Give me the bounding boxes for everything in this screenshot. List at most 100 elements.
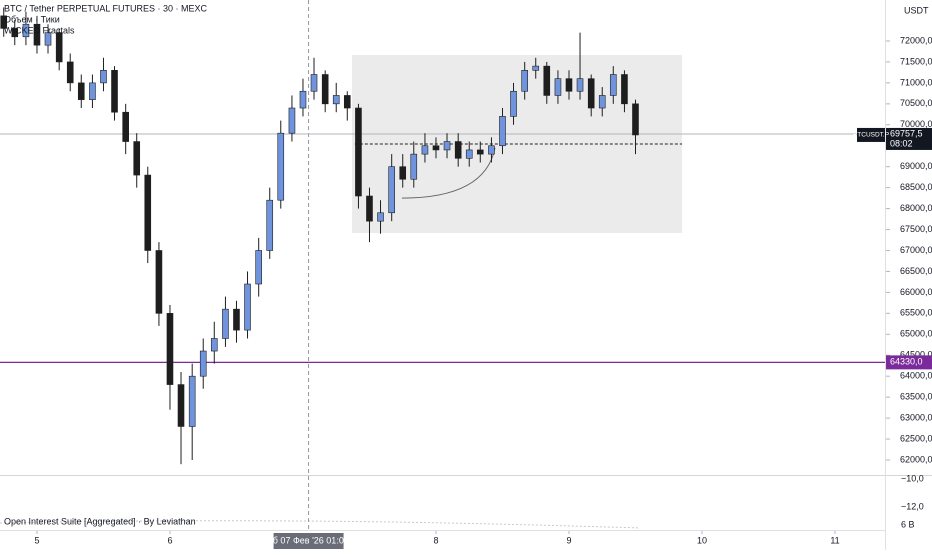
candle-body bbox=[343, 95, 351, 109]
y-tick-label: 67000,0 bbox=[900, 245, 932, 255]
x-tick-label: 8 bbox=[433, 535, 438, 545]
candle-body bbox=[355, 107, 362, 197]
y-tick-label: 63500,0 bbox=[900, 392, 932, 402]
candle-body bbox=[89, 82, 96, 100]
candle-body bbox=[33, 23, 41, 46]
candle-body bbox=[510, 90, 517, 117]
candle-body bbox=[321, 74, 329, 105]
candle-body bbox=[465, 149, 473, 159]
symbol-label: BTCUSDT.P bbox=[853, 132, 889, 139]
y-tick-label: 65500,0 bbox=[900, 308, 932, 318]
candle-body bbox=[199, 350, 207, 377]
candle-body bbox=[0, 15, 8, 29]
candle-body bbox=[255, 250, 262, 285]
y-tick-label: 69000,0 bbox=[900, 161, 932, 171]
y-tick-label: 71500,0 bbox=[900, 56, 932, 66]
y-tick-label: 62500,0 bbox=[900, 433, 932, 443]
level-label: 64330,0 bbox=[890, 357, 923, 367]
y-tick-label: 71000,0 bbox=[900, 77, 932, 87]
y-tick-label: 66000,0 bbox=[900, 287, 932, 297]
candle-body bbox=[144, 174, 152, 251]
candle-body bbox=[266, 199, 274, 251]
candle-body bbox=[632, 103, 639, 136]
y-tick-label: 72000,0 bbox=[900, 35, 932, 45]
y-tick-label: 66500,0 bbox=[900, 266, 932, 276]
candle-body bbox=[454, 141, 462, 159]
y-tick-label: 70000,0 bbox=[900, 119, 932, 129]
lower-y-tick-label: −12,0 bbox=[901, 501, 924, 511]
y-tick-label: 68500,0 bbox=[900, 182, 932, 192]
candle-body bbox=[532, 65, 540, 71]
candle-body bbox=[587, 78, 595, 109]
candle-body bbox=[77, 82, 85, 100]
last-price-bg bbox=[886, 127, 932, 150]
crosshair-label: сб 07 Фев '26 01:00 bbox=[268, 535, 349, 545]
candle-body bbox=[11, 28, 19, 38]
candle-body bbox=[277, 132, 285, 201]
candle-body bbox=[166, 313, 174, 385]
y-tick-label: 63000,0 bbox=[900, 412, 932, 422]
candle-body bbox=[299, 90, 307, 109]
candle-body bbox=[576, 78, 584, 92]
plot bbox=[0, 0, 885, 530]
candle-body bbox=[44, 32, 52, 46]
candle-body bbox=[388, 166, 395, 214]
candle-body bbox=[332, 95, 340, 105]
symbol-bg bbox=[857, 127, 885, 142]
candle-body bbox=[155, 250, 163, 314]
countdown-label: 08:02 bbox=[890, 138, 913, 148]
y-tick-label: 67500,0 bbox=[900, 224, 932, 234]
lower-pane-title: Open Interest Suite [Aggregated] · By Le… bbox=[4, 516, 196, 526]
candle-body bbox=[443, 141, 451, 151]
candle-body bbox=[488, 145, 495, 155]
x-tick-label: 10 bbox=[697, 535, 707, 545]
candle-body bbox=[609, 74, 617, 96]
lower-y-tick-label: −10,0 bbox=[901, 473, 924, 483]
y-tick-label: 62000,0 bbox=[900, 454, 932, 464]
candle-body bbox=[476, 149, 484, 155]
indicator-label: Объем · Тики bbox=[4, 14, 60, 24]
candle-body bbox=[22, 23, 30, 38]
candle-body bbox=[111, 70, 118, 113]
candle-body bbox=[233, 308, 240, 331]
candle-body bbox=[55, 32, 63, 63]
lower-pane-badge: 6 B bbox=[901, 519, 915, 529]
y-tick-label: 64500,0 bbox=[900, 350, 932, 360]
candle-body bbox=[399, 166, 407, 180]
candle-body bbox=[410, 153, 418, 180]
x-tick-label: 6 bbox=[167, 535, 172, 545]
x-tick-label: 11 bbox=[830, 535, 839, 545]
candle-body bbox=[177, 384, 185, 427]
candle-body bbox=[133, 141, 141, 176]
candle-body bbox=[288, 107, 296, 134]
candle-body bbox=[554, 78, 562, 96]
candle-body bbox=[66, 61, 74, 84]
candle-body bbox=[432, 145, 440, 151]
candle-body bbox=[188, 375, 196, 427]
candle-body bbox=[621, 74, 628, 105]
x-tick-label: 9 bbox=[566, 535, 571, 545]
crosshair-label-bg bbox=[273, 533, 344, 549]
y-tick-label: 70500,0 bbox=[900, 98, 932, 108]
candle-body bbox=[244, 283, 251, 331]
candle-body bbox=[122, 111, 129, 142]
currency-label: USDT bbox=[904, 5, 929, 15]
candle-body bbox=[366, 195, 373, 222]
x-tick-label: 5 bbox=[34, 535, 39, 545]
candle-body bbox=[222, 308, 229, 339]
chart-title: BTC / Tether PERPETUAL FUTURES · 30 · ME… bbox=[4, 3, 208, 13]
candle-body bbox=[377, 212, 384, 222]
candle-body bbox=[565, 78, 573, 92]
candle-body bbox=[499, 116, 506, 147]
y-tick-label: 64000,0 bbox=[900, 371, 932, 381]
y-tick-label: 65000,0 bbox=[900, 329, 932, 339]
level-label-bg bbox=[886, 355, 932, 370]
last-price-label: 69757,5 bbox=[890, 128, 923, 138]
candle-body bbox=[421, 145, 429, 155]
candle-body bbox=[598, 95, 606, 109]
candle-body bbox=[310, 74, 318, 92]
indicator-label: WICKED Fractals bbox=[4, 25, 75, 35]
candle-body bbox=[521, 70, 528, 92]
candle-body bbox=[210, 338, 218, 352]
